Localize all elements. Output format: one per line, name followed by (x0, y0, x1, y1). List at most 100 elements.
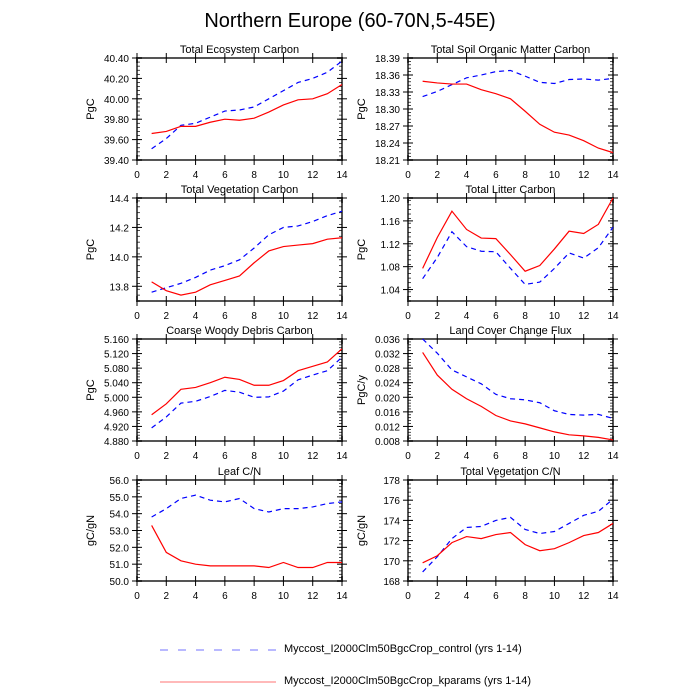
plot-frame (407, 479, 614, 582)
y-axis-label: gC/gN (85, 515, 97, 546)
x-tick-label: 14 (607, 170, 619, 181)
panel-7: Leaf C/N gC/gN 0 2 4 6 8 10 12 14 50.0 51.0 52.0 53.0… (85, 466, 348, 602)
series-line-control (151, 494, 343, 518)
x-tick-label: 4 (193, 591, 199, 602)
x-tick-label: 4 (464, 170, 470, 181)
y-tick-label: 14.4 (110, 194, 130, 205)
x-tick-label: 12 (307, 170, 319, 181)
panel-3: Total Vegetation Carbon PgC 0 2 4 6 8 10 12 14 13.… (85, 184, 348, 322)
x-tick-label: 0 (405, 591, 411, 602)
y-tick-label: 0.012 (375, 422, 400, 433)
panel-title: Total Vegetation C/N (460, 466, 560, 478)
y-tick-label: 4.960 (104, 408, 129, 419)
x-tick-label: 6 (222, 591, 228, 602)
x-tick-label: 10 (278, 451, 290, 462)
x-tick-label: 2 (435, 451, 441, 462)
y-tick-label: 1.04 (381, 286, 401, 297)
x-tick-label: 14 (336, 591, 348, 602)
y-tick-label: 18.33 (375, 88, 400, 99)
y-axis-label: PgC (356, 239, 368, 260)
series-line-control (422, 338, 614, 419)
figure-title: Northern Europe (60-70N,5-45E) (204, 10, 496, 32)
panel-title: Total Vegetation Carbon (181, 184, 298, 196)
y-tick-label: 4.880 (104, 437, 129, 448)
series-line-kparams (151, 237, 343, 296)
plot-frame (407, 338, 614, 442)
series-line-kparams (151, 348, 343, 416)
y-tick-label: 178 (383, 476, 400, 487)
plot-frame (136, 57, 343, 161)
panel-2: Total Soil Organic Matter Carbon PgC 0 2 4 6 8… (356, 44, 619, 181)
y-tick-label: 176 (383, 496, 400, 507)
y-tick-label: 0.032 (375, 350, 400, 361)
x-tick-label: 6 (222, 170, 228, 181)
plot-frame (407, 57, 614, 161)
y-tick-label: 40.00 (104, 95, 129, 106)
x-tick-label: 8 (522, 591, 528, 602)
x-tick-label: 8 (251, 311, 257, 322)
y-tick-label: 4.920 (104, 422, 129, 433)
y-tick-label: 40.40 (104, 54, 129, 65)
legend-label-kparams: Myccost_I2000Clm50BgcCrop_kparams (yrs 1… (284, 675, 531, 687)
y-tick-label: 1.08 (381, 263, 401, 274)
x-tick-label: 10 (278, 311, 290, 322)
panel-title: Total Soil Organic Matter Carbon (431, 44, 591, 56)
x-tick-label: 14 (607, 451, 619, 462)
panel-title: Total Ecosystem Carbon (180, 44, 299, 56)
x-tick-label: 12 (578, 451, 590, 462)
y-tick-label: 53.0 (110, 527, 130, 538)
y-tick-label: 0.036 (375, 335, 400, 346)
x-tick-label: 12 (578, 311, 590, 322)
x-tick-label: 4 (193, 451, 199, 462)
y-tick-label: 18.39 (375, 54, 400, 65)
x-tick-label: 10 (549, 311, 561, 322)
series-line-kparams (151, 84, 343, 135)
x-tick-label: 6 (493, 451, 499, 462)
x-tick-label: 14 (336, 311, 348, 322)
x-tick-label: 4 (464, 311, 470, 322)
y-axis-label: PgC (85, 98, 97, 119)
panel-6: Land Cover Change Flux PgC/y 0 2 4 6 8 10 12 14 0.… (356, 325, 619, 462)
x-tick-label: 14 (336, 451, 348, 462)
x-tick-label: 2 (164, 311, 170, 322)
y-tick-label: 5.040 (104, 379, 129, 390)
y-tick-label: 168 (383, 577, 400, 588)
y-tick-label: 55.0 (110, 493, 130, 504)
y-tick-label: 0.008 (375, 437, 400, 448)
y-tick-label: 1.12 (381, 240, 401, 251)
plot-frame (136, 338, 343, 442)
y-axis-label: PgC (356, 98, 368, 119)
x-tick-label: 10 (549, 451, 561, 462)
x-tick-label: 0 (405, 311, 411, 322)
y-tick-label: 5.160 (104, 335, 129, 346)
x-tick-label: 14 (336, 170, 348, 181)
y-tick-label: 18.21 (375, 156, 400, 167)
y-axis-label: PgC (85, 239, 97, 260)
x-tick-label: 0 (134, 451, 140, 462)
y-tick-label: 51.0 (110, 560, 130, 571)
series-line-kparams (422, 80, 614, 154)
y-tick-label: 50.0 (110, 577, 130, 588)
y-tick-label: 13.8 (110, 282, 130, 293)
y-tick-label: 39.60 (104, 136, 129, 147)
legend-label-control: Myccost_I2000Clm50BgcCrop_control (yrs 1… (284, 643, 522, 655)
y-tick-label: 172 (383, 537, 400, 548)
panel-title: Land Cover Change Flux (449, 325, 572, 337)
x-tick-label: 4 (193, 311, 199, 322)
x-tick-label: 2 (435, 591, 441, 602)
x-tick-label: 4 (464, 451, 470, 462)
y-tick-label: 39.80 (104, 115, 129, 126)
series-line-kparams (422, 352, 614, 441)
y-tick-label: 5.000 (104, 393, 129, 404)
x-tick-label: 4 (193, 170, 199, 181)
y-tick-label: 5.120 (104, 350, 129, 361)
x-tick-label: 0 (134, 170, 140, 181)
y-tick-label: 52.0 (110, 543, 130, 554)
x-tick-label: 8 (522, 170, 528, 181)
panel-title: Coarse Woody Debris Carbon (166, 325, 313, 337)
x-tick-label: 2 (164, 591, 170, 602)
y-tick-label: 0.016 (375, 408, 400, 419)
x-tick-label: 8 (251, 591, 257, 602)
y-tick-label: 0.024 (375, 379, 400, 390)
y-tick-label: 0.028 (375, 364, 400, 375)
